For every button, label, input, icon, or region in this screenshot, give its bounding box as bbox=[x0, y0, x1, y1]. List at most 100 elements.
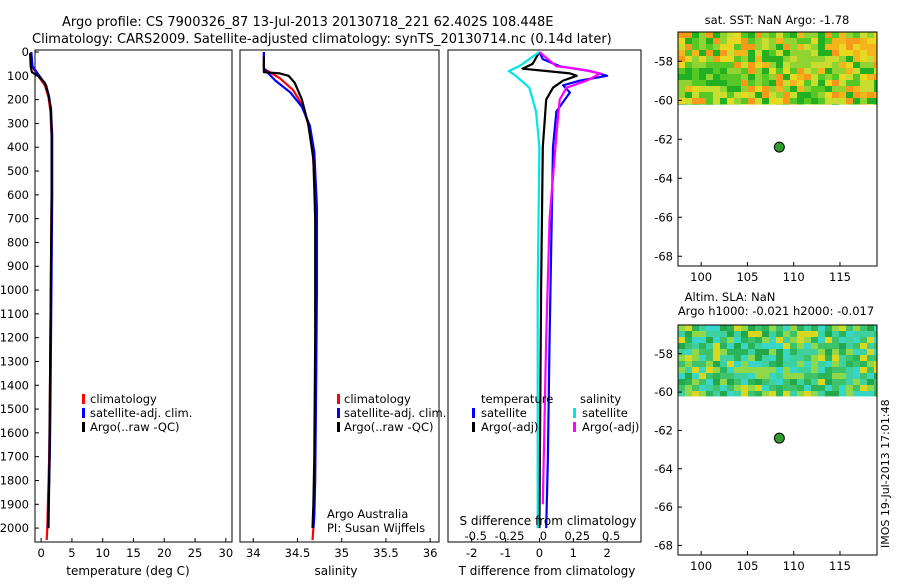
heatmap-cell bbox=[755, 68, 763, 75]
heatmap-cell bbox=[734, 74, 742, 81]
heatmap-cell bbox=[860, 343, 868, 350]
series-line bbox=[521, 51, 578, 529]
heatmap-cell bbox=[797, 38, 805, 45]
heatmap-cell bbox=[706, 325, 714, 332]
heatmap-cell bbox=[748, 361, 756, 368]
heatmap-cell bbox=[776, 343, 784, 350]
heatmap-cell bbox=[776, 56, 784, 63]
heatmap-cell bbox=[699, 80, 707, 87]
heatmap-cell bbox=[804, 325, 812, 332]
heatmap-cell bbox=[839, 74, 847, 81]
heatmap-cell bbox=[790, 355, 798, 362]
heatmap-cell bbox=[734, 80, 742, 87]
heatmap-cell bbox=[678, 343, 686, 350]
heatmap-cell bbox=[727, 104, 735, 105]
heatmap-cell bbox=[713, 56, 721, 63]
heatmap-cell bbox=[853, 56, 861, 63]
heatmap-cell bbox=[783, 373, 791, 380]
heatmap-cell bbox=[706, 38, 714, 45]
heatmap-cell bbox=[720, 32, 728, 39]
heatmap-cell bbox=[818, 32, 826, 39]
heatmap-cell bbox=[811, 44, 819, 51]
heatmap-cell bbox=[790, 385, 798, 392]
heatmap-cell bbox=[713, 343, 721, 350]
heatmap-cell bbox=[867, 337, 875, 344]
heatmap-cell bbox=[853, 104, 861, 105]
heatmap-cell bbox=[860, 62, 868, 69]
heatmap-cell bbox=[846, 331, 854, 338]
heatmap-cell bbox=[699, 38, 707, 45]
heatmap-cell bbox=[713, 391, 721, 397]
figure-title-line2: Climatology: CARS2009. Satellite-adjuste… bbox=[32, 32, 612, 47]
heatmap-cell bbox=[790, 373, 798, 380]
heatmap-cell bbox=[762, 104, 770, 105]
heatmap-cell bbox=[797, 62, 805, 69]
heatmap-cell bbox=[832, 379, 840, 386]
heatmap-cell bbox=[685, 98, 693, 105]
heatmap-cell bbox=[874, 68, 878, 75]
heatmap-cell bbox=[678, 56, 686, 63]
heatmap-cell bbox=[699, 349, 707, 356]
heatmap-cell bbox=[818, 361, 826, 368]
sla-map-frame bbox=[677, 324, 878, 556]
heatmap-cell bbox=[685, 325, 693, 332]
heatmap-cell bbox=[692, 86, 700, 93]
heatmap-cell bbox=[692, 56, 700, 63]
heatmap-cell bbox=[783, 343, 791, 350]
heatmap-cell bbox=[825, 50, 833, 57]
heatmap-cell bbox=[776, 68, 784, 75]
heatmap-cell bbox=[846, 349, 854, 356]
heatmap-cell bbox=[839, 50, 847, 57]
heatmap-cell bbox=[825, 355, 833, 362]
heatmap-cell bbox=[790, 343, 798, 350]
heatmap-cell bbox=[720, 98, 728, 105]
heatmap-cell bbox=[825, 379, 833, 386]
heatmap-cell bbox=[818, 74, 826, 81]
heatmap-cell bbox=[839, 367, 847, 374]
heatmap-cell bbox=[867, 80, 875, 87]
lat-tick-label: -58 bbox=[654, 54, 673, 68]
heatmap-cell bbox=[846, 68, 854, 75]
heatmap-cell bbox=[706, 385, 714, 392]
heatmap-cell bbox=[741, 104, 749, 105]
heatmap-cell bbox=[755, 355, 763, 362]
heatmap-cell bbox=[811, 56, 819, 63]
heatmap-cell bbox=[874, 74, 878, 81]
heatmap-cell bbox=[769, 337, 777, 344]
heatmap-cell bbox=[804, 373, 812, 380]
heatmap-cell bbox=[797, 349, 805, 356]
heatmap-cell bbox=[853, 68, 861, 75]
heatmap-cell bbox=[825, 44, 833, 51]
heatmap-cell bbox=[874, 92, 878, 99]
heatmap-cell bbox=[748, 32, 756, 39]
heatmap-cell bbox=[734, 379, 742, 386]
heatmap-cell bbox=[720, 104, 728, 105]
heatmap-cell bbox=[853, 367, 861, 374]
heatmap-cell bbox=[811, 331, 819, 338]
depth-axis: 0 100 200 300 400 500 600 700 800 900 1000 1100 1200… bbox=[0, 45, 39, 535]
heatmap-cell bbox=[867, 385, 875, 392]
heatmap-cell bbox=[692, 98, 700, 105]
series-line bbox=[507, 51, 541, 529]
salinity-panel: 34 34.5 35 35.5 36 salinity climatology sate… bbox=[239, 49, 446, 578]
heatmap-cell bbox=[741, 391, 749, 397]
heatmap-cell bbox=[720, 367, 728, 374]
heatmap-cell bbox=[713, 74, 721, 81]
heatmap-cell bbox=[706, 62, 714, 69]
heatmap-cell bbox=[734, 50, 742, 57]
heatmap-cell bbox=[853, 355, 861, 362]
heatmap-cell bbox=[762, 385, 770, 392]
heatmap-cell bbox=[748, 68, 756, 75]
heatmap-cell bbox=[839, 104, 847, 105]
temperature-x-axis: 0 5 10 15 20 25 30 bbox=[37, 538, 233, 560]
heatmap-cell bbox=[706, 361, 714, 368]
heatmap-cell bbox=[832, 104, 840, 105]
y-tick-label: 1400 bbox=[0, 378, 29, 392]
x-top-tick-label: 0 bbox=[540, 529, 547, 543]
heatmap-cell bbox=[867, 68, 875, 75]
heatmap-cell bbox=[692, 355, 700, 362]
lon-tick-label: 105 bbox=[736, 559, 758, 573]
heatmap-cell bbox=[860, 367, 868, 374]
heatmap-cell bbox=[804, 92, 812, 99]
heatmap-cell bbox=[755, 361, 763, 368]
